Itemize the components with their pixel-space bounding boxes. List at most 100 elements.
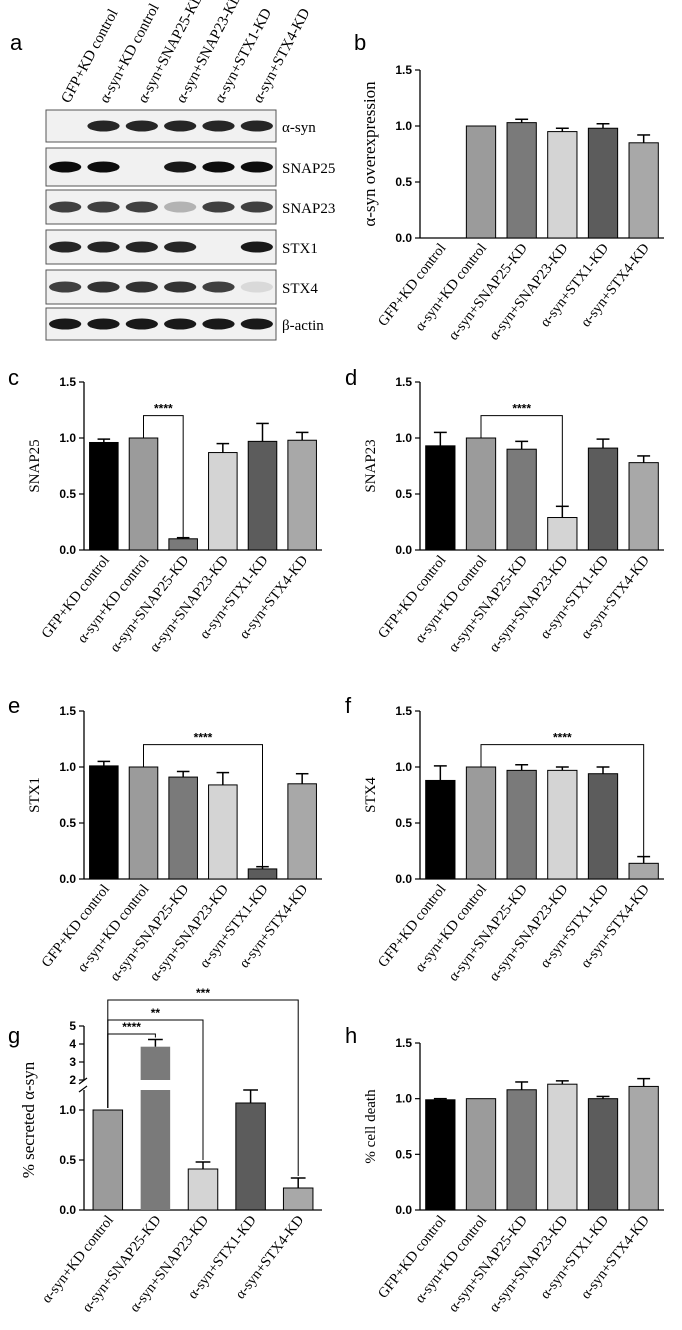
bar [628, 862, 659, 880]
panel-label-d: d [345, 365, 357, 390]
x-tick-label: α-syn+KD control [75, 882, 153, 976]
bar [128, 437, 159, 551]
blot-band [240, 281, 273, 293]
blot-row-label: STX4 [282, 281, 318, 297]
y-tick-label: 1.5 [59, 375, 76, 389]
y-axis-label: STX4 [363, 777, 379, 813]
y-tick-label: 0.0 [59, 543, 76, 557]
x-tick-label: α-syn+KD control [412, 553, 490, 647]
y-axis-label: SNAP25 [27, 439, 43, 492]
blot-band [125, 120, 158, 132]
y-tick-label: 0.5 [59, 487, 76, 501]
blot-band [125, 318, 158, 330]
bar [547, 1083, 578, 1211]
bar [587, 773, 619, 880]
blot-band [164, 318, 197, 330]
bar [235, 1102, 266, 1211]
bar [287, 783, 317, 880]
panel-label-f: f [345, 693, 352, 718]
blot-band [164, 241, 197, 253]
bar [282, 1187, 314, 1211]
x-tick-label: GFP+KD control [39, 882, 113, 971]
bar [506, 769, 537, 880]
y-tick-label: 2 [69, 1073, 76, 1087]
y-tick-label: 1.5 [395, 1036, 412, 1050]
blot-band [125, 201, 158, 213]
x-tick-label: α-syn+KD control [412, 882, 490, 976]
y-tick-label: 1.0 [59, 760, 76, 774]
panel-label-c: c [8, 365, 19, 390]
panel-label-h: h [345, 1023, 357, 1048]
blot-band [87, 281, 120, 293]
bar [89, 441, 119, 551]
blot-band [87, 120, 120, 132]
blot-band [202, 120, 235, 132]
x-tick-label: α-syn+KD control [412, 1213, 490, 1307]
blot-band [202, 201, 235, 213]
chart-c: 0.0 0.5 1.0 1.5 SNAP25 GFP+KD controlα-syn+KD… [27, 375, 322, 656]
significance-bracket [143, 415, 184, 538]
blot-band [164, 161, 197, 173]
blot-band [202, 318, 235, 330]
blot-band [125, 241, 158, 253]
bar [128, 766, 159, 880]
blot-strip [45, 269, 277, 305]
bar [287, 439, 317, 551]
y-tick-label: 1.5 [395, 63, 412, 77]
y-axis-label: % secreted α-syn [19, 1061, 38, 1178]
bar [628, 1085, 659, 1211]
blot-band [240, 120, 273, 132]
blot-band [164, 201, 197, 213]
blot-band [49, 201, 82, 213]
bar [425, 1099, 456, 1211]
panel-label-g: g [8, 1023, 20, 1048]
blot-band [164, 120, 197, 132]
blot-band [49, 318, 82, 330]
bar-upper-segment [140, 1046, 171, 1080]
bar [92, 1109, 124, 1211]
significance-label: **** [512, 402, 531, 416]
y-tick-label: 0.0 [59, 1203, 76, 1217]
bar [89, 765, 119, 880]
y-tick-label: 0.5 [395, 816, 412, 830]
y-axis-label: SNAP23 [363, 439, 379, 492]
y-tick-label: 1.5 [395, 704, 412, 718]
y-tick-label: 0.0 [395, 231, 412, 245]
y-tick-label: 3 [69, 1055, 76, 1069]
x-tick-label: α-syn+KD control [75, 553, 153, 647]
significance-label: ** [151, 1006, 161, 1020]
significance-bracket [480, 415, 563, 507]
bar [506, 122, 537, 239]
bar [465, 766, 497, 880]
significance-bracket [143, 744, 263, 867]
significance-label: **** [122, 1020, 141, 1034]
blot-band [87, 201, 120, 213]
y-tick-label: 0.0 [395, 872, 412, 886]
bar [628, 462, 659, 551]
blot-band [164, 281, 197, 293]
bar [465, 437, 497, 551]
blot-strip [45, 189, 277, 225]
blot-band [87, 241, 120, 253]
significance-label: **** [194, 731, 213, 745]
blot-band [240, 241, 273, 253]
bar [506, 448, 537, 551]
blot-band [49, 241, 82, 253]
bar [547, 131, 578, 239]
panel-label-a: a [10, 30, 23, 55]
bar [247, 440, 278, 551]
blot-row-label: α-syn [282, 120, 316, 136]
bar [547, 517, 578, 551]
panel-label-b: b [354, 30, 366, 55]
blot-row-label: STX1 [282, 241, 318, 257]
axis-break-mark [78, 1077, 88, 1085]
y-tick-label: 1.0 [395, 119, 412, 133]
y-tick-label: 0.5 [59, 816, 76, 830]
panel-label-e: e [8, 693, 20, 718]
blot-strip [45, 229, 277, 265]
y-tick-label: 0.0 [395, 1203, 412, 1217]
y-tick-label: 1.0 [395, 760, 412, 774]
significance-bracket [107, 999, 299, 1176]
